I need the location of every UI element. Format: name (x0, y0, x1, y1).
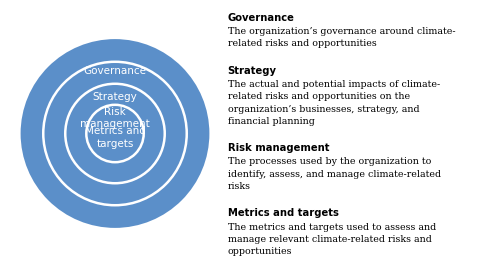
Circle shape (44, 62, 187, 205)
Text: Metrics and targets: Metrics and targets (228, 209, 338, 218)
Text: related risks and opportunities on the: related risks and opportunities on the (228, 92, 410, 101)
Circle shape (20, 38, 210, 229)
Text: Governance: Governance (84, 66, 146, 76)
Text: Risk management: Risk management (228, 143, 329, 153)
Text: The actual and potential impacts of climate-: The actual and potential impacts of clim… (228, 80, 440, 89)
Text: The organization’s governance around climate-: The organization’s governance around cli… (228, 27, 455, 36)
Text: The processes used by the organization to: The processes used by the organization t… (228, 158, 431, 167)
Text: Strategy: Strategy (92, 92, 138, 102)
Circle shape (86, 105, 144, 162)
Text: identify, assess, and manage climate-related: identify, assess, and manage climate-rel… (228, 170, 440, 179)
Text: organization’s businesses, strategy, and: organization’s businesses, strategy, and (228, 105, 419, 114)
Text: financial planning: financial planning (228, 117, 314, 126)
Text: Metrics and
targets: Metrics and targets (84, 126, 146, 148)
Text: risks: risks (228, 182, 250, 191)
Circle shape (66, 84, 164, 183)
Text: manage relevant climate-related risks and: manage relevant climate-related risks an… (228, 235, 432, 244)
Text: related risks and opportunities: related risks and opportunities (228, 40, 376, 49)
Text: The metrics and targets used to assess and: The metrics and targets used to assess a… (228, 223, 436, 232)
Text: Strategy: Strategy (228, 66, 276, 76)
Text: Governance: Governance (228, 13, 294, 23)
Text: opportunities: opportunities (228, 247, 292, 256)
Text: Risk
management: Risk management (80, 107, 150, 129)
